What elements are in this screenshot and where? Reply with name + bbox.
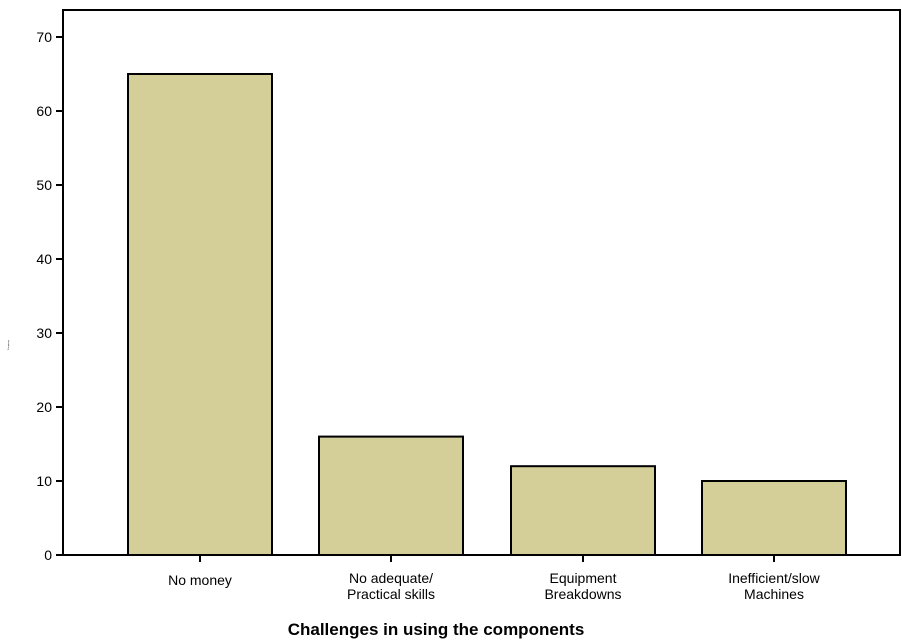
x-axis: No money No adequate/Practical skills Equi… <box>168 555 821 602</box>
x-category-label-line: Machines <box>744 586 804 602</box>
x-category-label-line: Practical skills <box>347 586 435 602</box>
x-category-label-line: Equipment <box>550 570 617 586</box>
y-tick-label: 10 <box>36 473 52 489</box>
bar <box>127 73 273 556</box>
x-category-label-line: No money <box>168 572 232 588</box>
y-tick-label: 40 <box>36 251 52 267</box>
y-axis: 0 10 20 30 40 50 60 70 <box>36 29 63 563</box>
y-tick-label: 70 <box>36 29 52 45</box>
x-category-label: No adequate/Practical skills <box>347 570 435 602</box>
x-category-label-line: Breakdowns <box>544 586 621 602</box>
bars <box>127 73 847 557</box>
x-category-label-line: Inefficient/slow <box>728 570 820 586</box>
x-axis-title: Challenges in using the components <box>288 620 585 639</box>
y-axis-title: Frequency <box>8 340 10 349</box>
y-tick-label: 30 <box>36 325 52 341</box>
y-tick-label: 0 <box>44 547 52 563</box>
bar <box>701 480 847 556</box>
bar <box>510 465 656 557</box>
y-tick-label: 60 <box>36 103 52 119</box>
plot-frame <box>62 9 901 556</box>
x-category-label: Equipment Breakdowns <box>544 570 621 602</box>
y-tick-label: 20 <box>36 399 52 415</box>
x-category-label: Inefficient/slow Machines <box>728 570 820 602</box>
x-category-label-line: No adequate/ <box>349 570 433 586</box>
x-category-label: No money <box>168 572 232 588</box>
bar <box>318 435 464 557</box>
y-tick-label: 50 <box>36 177 52 193</box>
